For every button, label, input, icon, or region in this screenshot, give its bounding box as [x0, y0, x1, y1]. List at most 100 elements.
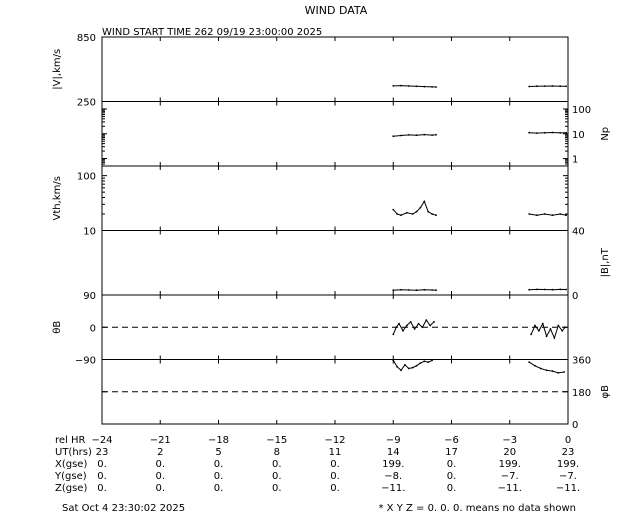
point-v	[543, 85, 546, 87]
point-vth	[565, 214, 567, 217]
point-v	[423, 85, 426, 88]
point-phi	[404, 364, 406, 366]
footer-timestamp: Sat Oct 4 23:30:02 2025	[62, 503, 185, 512]
xaxis-value-z: 0.	[155, 483, 165, 494]
xaxis-value-rel: −24	[91, 435, 112, 446]
xaxis-value-x: 199.	[557, 459, 579, 470]
xaxis-value-ut: 2	[157, 447, 163, 458]
point-np	[543, 131, 546, 134]
series-v-1	[529, 85, 567, 87]
xaxis-value-y: 0.	[272, 471, 282, 482]
xaxis-value-rel: −3	[502, 435, 517, 446]
series-np-1	[529, 131, 567, 134]
point-vth	[400, 214, 402, 217]
point-theta	[534, 324, 536, 327]
panel-frame-np	[101, 101, 569, 167]
xaxis-value-rel: −9	[386, 435, 401, 446]
xaxis-value-y: −8.	[384, 471, 402, 482]
xaxis-value-ut: 14	[387, 447, 400, 458]
point-vth	[427, 210, 430, 213]
series-vth-0	[392, 200, 437, 216]
point-phi	[534, 364, 536, 367]
point-vth	[559, 213, 562, 215]
xaxis-value-ut: 11	[329, 447, 342, 458]
xaxis-row-label-rel: rel HR	[55, 435, 86, 446]
point-np	[536, 132, 538, 135]
xaxis-value-ut: 20	[503, 447, 516, 458]
point-v	[565, 85, 567, 88]
ytick-label: 360	[572, 356, 591, 367]
xaxis-row-label-x: X(gse)	[55, 459, 87, 470]
xaxis-value-x: 0.	[155, 459, 165, 470]
point-v	[536, 85, 538, 88]
point-vth	[423, 200, 426, 203]
panel-v: 850 250 |V|,km/s	[52, 33, 569, 109]
panel-theta: 90 0 −90 θB	[52, 291, 569, 367]
point-np	[565, 131, 567, 134]
point-theta	[557, 324, 560, 327]
xaxis-value-y: 0.	[330, 471, 340, 482]
point-np	[435, 133, 437, 136]
point-v	[392, 85, 395, 87]
point-phi	[396, 365, 398, 368]
xaxis-value-rel: 0	[565, 435, 571, 446]
point-v	[415, 85, 418, 88]
point-np	[528, 131, 531, 134]
ytick-label: 180	[572, 388, 591, 399]
ylabel-phi: φB	[600, 385, 611, 399]
point-b	[392, 289, 395, 292]
point-theta	[549, 328, 552, 330]
xaxis-value-z: 0.	[97, 483, 107, 494]
ytick-label: 100	[572, 105, 591, 116]
point-b	[559, 288, 562, 291]
ytick-label: 10	[572, 130, 585, 141]
point-theta	[402, 329, 404, 332]
panel-phi: 360 180 0 φB	[101, 356, 611, 431]
point-vth	[415, 210, 418, 213]
point-phi	[431, 359, 433, 362]
series-phi-1	[528, 361, 565, 374]
xaxis-value-rel: −18	[208, 435, 229, 446]
point-theta	[429, 324, 431, 327]
point-b	[528, 288, 531, 291]
point-b	[415, 289, 418, 292]
xaxis-value-rel: −15	[266, 435, 287, 446]
ylabel-v: |V|,km/s	[52, 49, 63, 90]
xaxis-value-rel: −6	[444, 435, 459, 446]
point-phi	[419, 362, 422, 364]
point-vth	[405, 211, 408, 214]
ytick-label: 0	[572, 420, 578, 431]
xaxis-row-label-y: Y(gse)	[54, 471, 87, 482]
point-phi	[415, 364, 418, 367]
point-np	[423, 133, 426, 136]
xaxis-value-x: 0.	[214, 459, 224, 470]
ytick-label: 0	[90, 323, 96, 334]
xaxis-value-y: 0.	[155, 471, 165, 482]
xaxis-value-y: −7.	[559, 471, 577, 482]
point-vth	[396, 213, 398, 215]
point-v	[559, 85, 562, 88]
point-np	[551, 131, 554, 134]
xaxis-value-x: 199.	[382, 459, 404, 470]
point-vth	[392, 208, 395, 211]
xaxis-value-ut: 5	[215, 447, 221, 458]
xaxis-value-z: 0.	[214, 483, 224, 494]
ytick-label: 1	[572, 155, 578, 166]
xaxis-value-x: 0.	[447, 459, 457, 470]
point-vth	[431, 213, 433, 215]
ytick-label: 10	[83, 227, 96, 238]
point-vth	[543, 213, 546, 215]
xaxis-value-z: −11.	[381, 483, 405, 494]
point-vth	[528, 213, 531, 215]
xaxis-value-z: −11.	[556, 483, 580, 494]
point-v	[400, 84, 402, 87]
point-b	[543, 288, 546, 291]
point-phi	[545, 369, 548, 372]
xaxis-row-label-z: Z(gse)	[55, 483, 87, 494]
xaxis-value-y: −7.	[501, 471, 519, 482]
xaxis-value-ut: 23	[562, 447, 575, 458]
point-b	[536, 288, 538, 291]
x-axis-table: rel HR −24 −21 −18 −15 −12 −9 −6 −3 0 UT(hrs) 23 2 5 8…	[54, 435, 580, 494]
point-theta	[395, 326, 398, 329]
